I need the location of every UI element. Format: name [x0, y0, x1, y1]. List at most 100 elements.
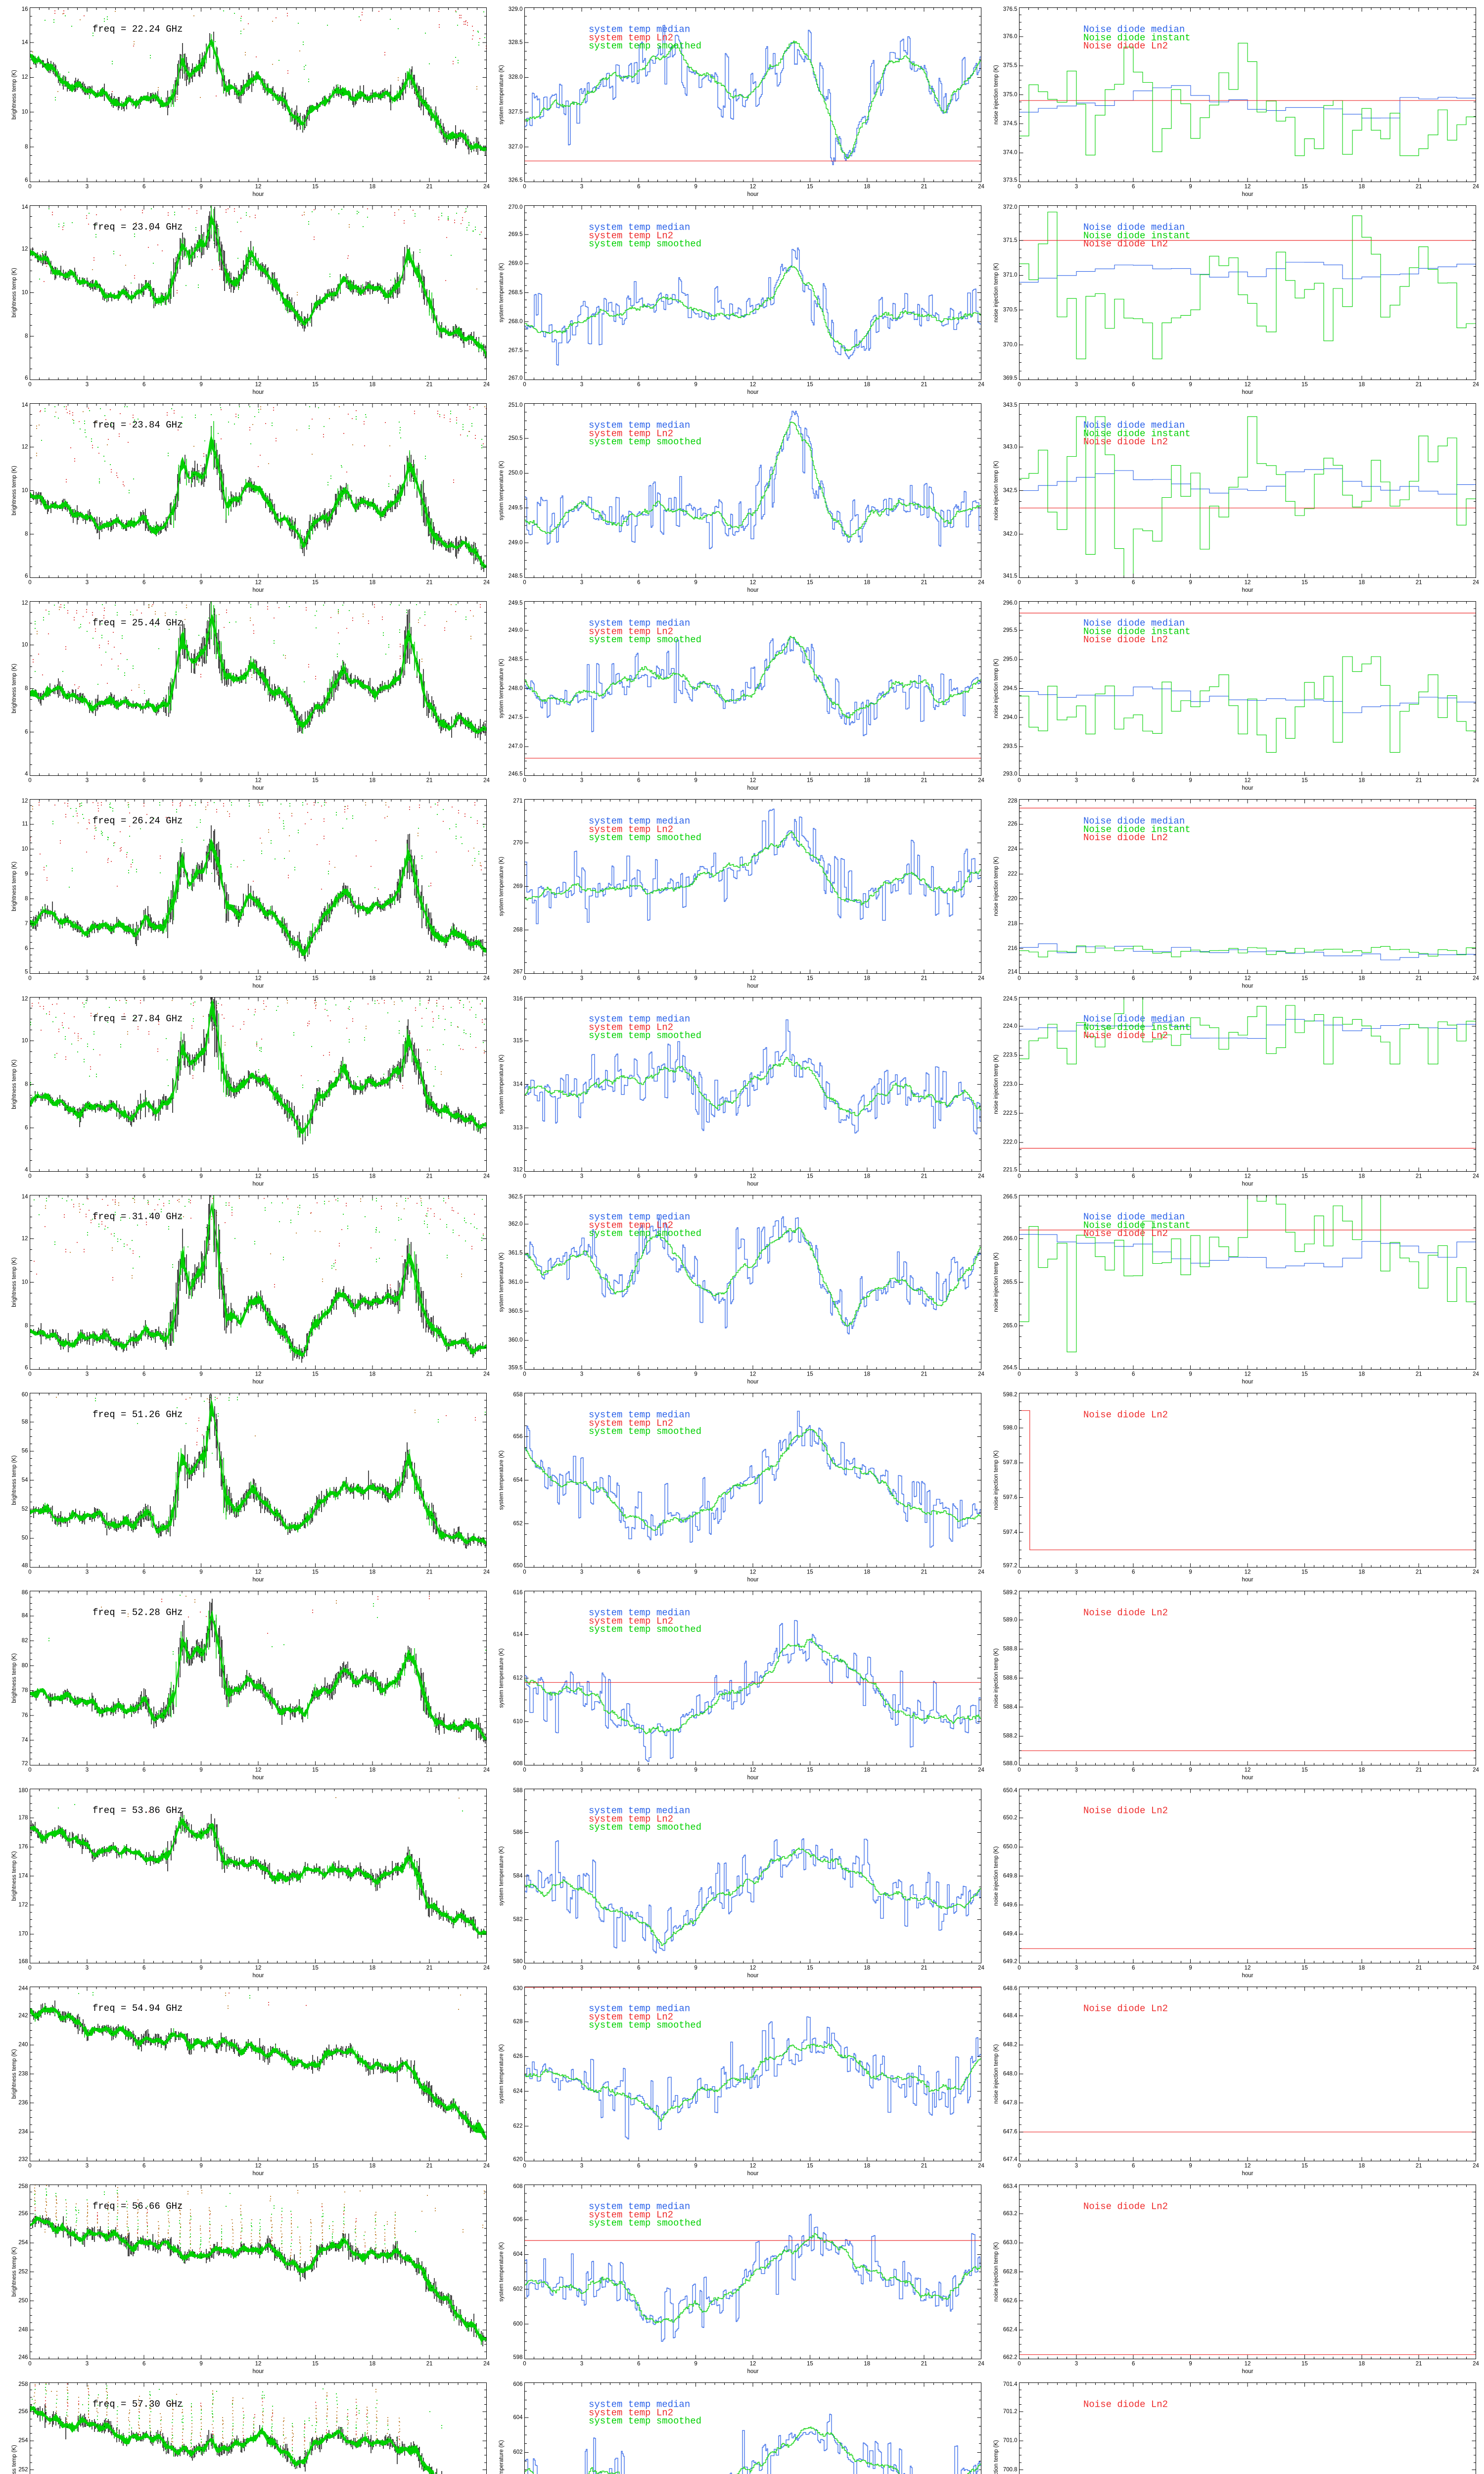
svg-text:18: 18	[864, 1174, 870, 1180]
svg-text:24: 24	[978, 1570, 984, 1575]
svg-text:21: 21	[921, 1767, 928, 1773]
svg-text:58: 58	[22, 1419, 28, 1425]
svg-text:noise injection temp (K): noise injection temp (K)	[993, 1450, 999, 1510]
svg-text:6: 6	[1132, 1372, 1135, 1378]
svg-text:267: 267	[513, 969, 522, 975]
svg-text:6: 6	[1132, 1174, 1135, 1180]
svg-text:76: 76	[22, 1713, 28, 1718]
svg-text:12: 12	[255, 184, 262, 190]
svg-text:21: 21	[1416, 2163, 1422, 2169]
svg-text:Noise diode instant: Noise diode instant	[1083, 1022, 1191, 1033]
svg-text:system temperature (K): system temperature (K)	[499, 2440, 505, 2474]
svg-text:375.5: 375.5	[1003, 63, 1018, 69]
svg-text:254: 254	[18, 2240, 28, 2246]
svg-text:9: 9	[1189, 580, 1192, 586]
svg-text:12: 12	[22, 996, 28, 1002]
svg-text:15: 15	[312, 382, 319, 388]
svg-text:0: 0	[1018, 1174, 1020, 1180]
svg-text:248: 248	[18, 2327, 28, 2333]
svg-text:hour: hour	[747, 2171, 758, 2177]
svg-text:system temperature (K): system temperature (K)	[499, 1252, 505, 1312]
svg-text:612: 612	[513, 1675, 522, 1681]
svg-text:15: 15	[1301, 2163, 1308, 2169]
svg-text:6: 6	[142, 382, 145, 388]
svg-text:18: 18	[864, 2361, 870, 2367]
svg-text:12: 12	[750, 1570, 756, 1575]
svg-text:24: 24	[1473, 1965, 1479, 1971]
svg-text:Noise diode median: Noise diode median	[1083, 816, 1185, 827]
svg-text:12: 12	[255, 778, 262, 784]
svg-text:24: 24	[483, 580, 490, 586]
svg-text:system temp median: system temp median	[589, 2003, 690, 2014]
svg-text:9: 9	[694, 778, 697, 784]
svg-text:3: 3	[86, 1767, 89, 1773]
svg-text:15: 15	[312, 1372, 319, 1378]
svg-text:9: 9	[694, 382, 697, 388]
svg-text:252: 252	[18, 2467, 28, 2473]
svg-text:3: 3	[86, 1174, 89, 1180]
svg-text:12: 12	[1245, 580, 1251, 586]
svg-text:Noise diode Ln2: Noise diode Ln2	[1083, 436, 1168, 447]
svg-text:18: 18	[369, 1570, 375, 1575]
svg-text:15: 15	[807, 976, 813, 982]
svg-text:hour: hour	[1242, 1775, 1253, 1781]
svg-text:74: 74	[22, 1737, 28, 1743]
svg-text:system temp Ln2: system temp Ln2	[589, 2407, 673, 2418]
svg-text:251.0: 251.0	[509, 402, 523, 408]
svg-text:6: 6	[1132, 1767, 1135, 1773]
svg-text:system temperature (K): system temperature (K)	[499, 1450, 505, 1510]
svg-text:18: 18	[1358, 976, 1365, 982]
svg-text:0: 0	[28, 2163, 31, 2169]
svg-text:hour: hour	[747, 1775, 758, 1781]
svg-text:system temp Ln2: system temp Ln2	[589, 1616, 673, 1626]
svg-text:648.2: 648.2	[1003, 2042, 1018, 2048]
svg-text:214: 214	[1008, 969, 1018, 975]
svg-text:269: 269	[513, 883, 522, 889]
svg-text:3: 3	[580, 2163, 583, 2169]
svg-text:system temp median: system temp median	[589, 1608, 690, 1618]
svg-text:250.5: 250.5	[509, 435, 523, 441]
svg-text:24: 24	[1473, 2361, 1479, 2367]
svg-text:248.5: 248.5	[509, 657, 523, 663]
svg-text:21: 21	[426, 382, 433, 388]
svg-text:18: 18	[369, 2163, 375, 2169]
svg-text:9: 9	[1189, 976, 1192, 982]
svg-text:0: 0	[523, 580, 526, 586]
svg-text:6: 6	[637, 1174, 640, 1180]
svg-text:brightness temp (K): brightness temp (K)	[11, 1851, 17, 1901]
svg-text:3: 3	[86, 1570, 89, 1575]
svg-text:system temperature (K): system temperature (K)	[499, 2242, 505, 2301]
svg-text:586: 586	[513, 1829, 522, 1835]
svg-text:3: 3	[86, 184, 89, 190]
svg-text:6: 6	[1132, 2361, 1135, 2367]
svg-text:12: 12	[1245, 382, 1251, 388]
svg-text:hour: hour	[747, 785, 758, 791]
svg-text:9: 9	[1189, 184, 1192, 190]
svg-text:294.0: 294.0	[1003, 714, 1018, 720]
svg-text:hour: hour	[1242, 389, 1253, 395]
svg-text:hour: hour	[747, 587, 758, 593]
svg-text:701.2: 701.2	[1003, 2409, 1018, 2415]
svg-text:system temp Ln2: system temp Ln2	[589, 1022, 673, 1033]
svg-text:hour: hour	[252, 1577, 264, 1583]
svg-text:178: 178	[18, 1815, 28, 1821]
svg-text:0: 0	[523, 778, 526, 784]
svg-text:system temp Ln2: system temp Ln2	[589, 2209, 673, 2220]
svg-text:12: 12	[22, 444, 28, 450]
svg-text:system temp median: system temp median	[589, 2201, 690, 2212]
svg-text:18: 18	[369, 1372, 375, 1378]
svg-text:Noise diode instant: Noise diode instant	[1083, 428, 1191, 439]
svg-text:12: 12	[255, 1372, 262, 1378]
svg-text:24: 24	[978, 580, 984, 586]
svg-text:0: 0	[1018, 2361, 1020, 2367]
svg-text:256: 256	[18, 2211, 28, 2217]
svg-text:Noise diode median: Noise diode median	[1083, 618, 1185, 629]
svg-text:Noise diode Ln2: Noise diode Ln2	[1083, 1608, 1168, 1618]
svg-text:system temp Ln2: system temp Ln2	[589, 32, 673, 43]
svg-text:Noise diode median: Noise diode median	[1083, 222, 1185, 233]
svg-text:649.8: 649.8	[1003, 1873, 1018, 1879]
svg-text:24: 24	[1473, 1174, 1479, 1180]
svg-text:system temp Ln2: system temp Ln2	[589, 824, 673, 835]
svg-text:228: 228	[1008, 798, 1017, 804]
svg-text:372.0: 372.0	[1003, 204, 1018, 210]
